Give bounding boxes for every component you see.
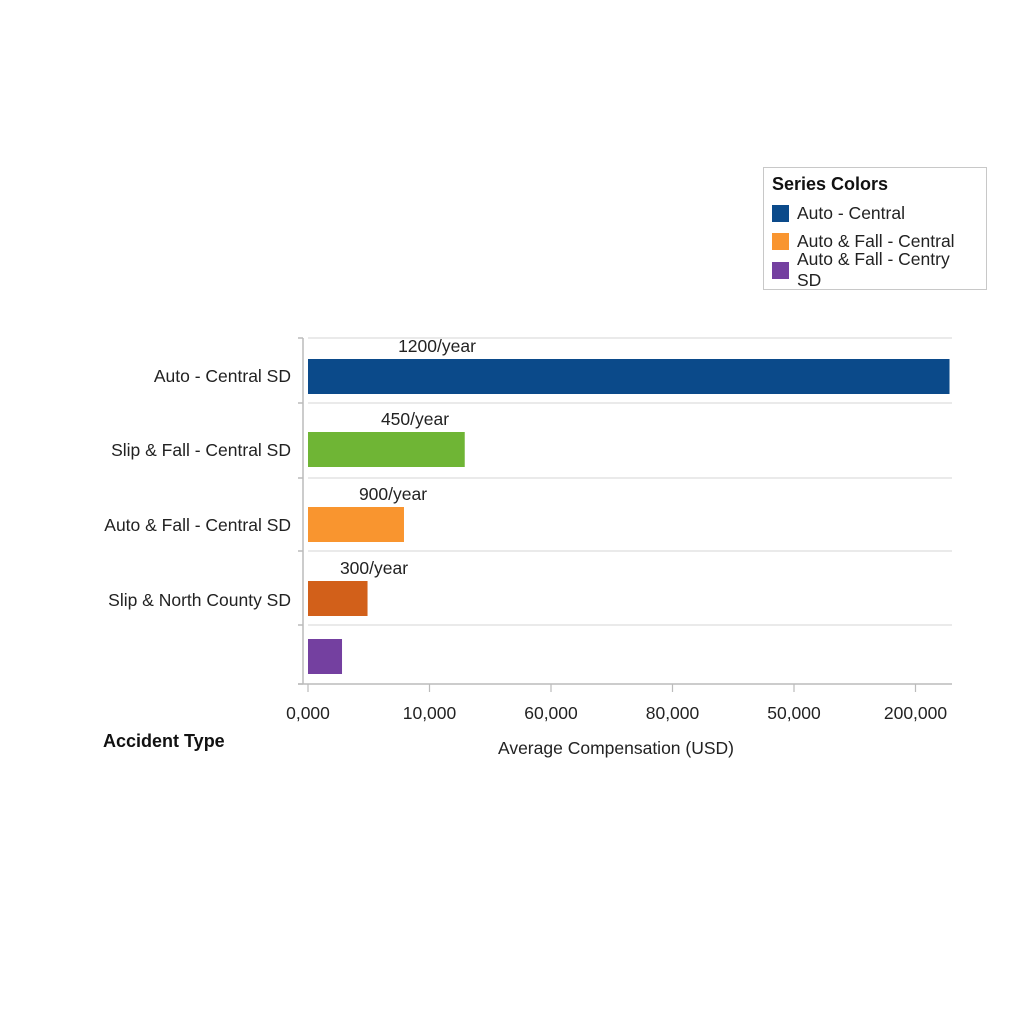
bar <box>308 581 368 616</box>
x-tick-label: 0,000 <box>286 703 330 723</box>
data-label: 1200/year <box>398 336 476 356</box>
bar <box>308 507 404 542</box>
legend-item: Auto & Fall - Centry SD <box>772 249 978 290</box>
legend-item: Auto & Fall - Central <box>772 228 978 257</box>
category-label: Auto & Fall - Central SD <box>104 515 291 535</box>
legend-item: Auto - Central <box>772 199 978 228</box>
legend-swatch <box>772 233 789 251</box>
bar <box>308 359 950 394</box>
legend-swatch <box>772 204 789 222</box>
legend-label: Auto & Fall - Central <box>797 231 955 252</box>
x-tick-label: 80,000 <box>646 703 700 723</box>
y-axis-title: Accident Type <box>103 731 225 751</box>
legend: Series Colors Auto - Central Auto & Fall… <box>763 167 987 290</box>
category-label: Slip & North County SD <box>108 590 291 610</box>
legend-label: Auto - Central <box>797 202 905 223</box>
bar <box>308 639 343 674</box>
x-axis-title: Average Compensation (USD) <box>498 738 734 758</box>
category-label: Slip & Fall - Central SD <box>111 440 291 460</box>
x-tick-label: 50,000 <box>767 703 821 723</box>
x-tick-label: 10,000 <box>403 703 457 723</box>
legend-label: Auto & Fall - Centry SD <box>797 249 950 291</box>
data-label: 900/year <box>359 484 427 504</box>
category-label: Auto - Central SD <box>154 366 291 386</box>
x-tick-label: 60,000 <box>524 703 578 723</box>
legend-title: Series Colors <box>772 174 889 194</box>
legend-swatch <box>772 261 789 279</box>
data-label: 300/year <box>340 558 408 578</box>
bar <box>308 432 465 467</box>
x-tick-label: 200,000 <box>884 703 948 723</box>
data-label: 450/year <box>381 409 449 429</box>
